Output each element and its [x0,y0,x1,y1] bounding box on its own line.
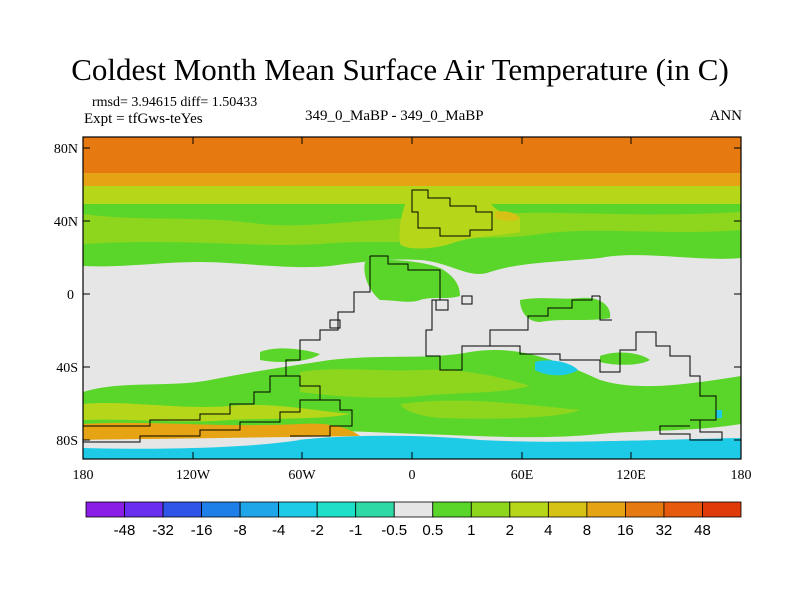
outline-island-2 [329,319,341,329]
field-north-orange-patch [495,211,520,221]
field-cyan-dot [716,410,722,418]
outline-south-west [83,375,321,443]
colorbar-label: -2 [311,522,324,539]
lat-label-40n: 40N [54,215,78,230]
outline-east-continent [480,331,717,421]
comparison-label: 349_0_MaBP - 349_0_MaBP [305,108,484,124]
outline-north-continent [411,189,493,237]
colorbar-swatch [355,501,395,518]
colorbar-swatch [470,501,511,518]
lat-label-80n: 80N [54,142,78,157]
lat-label-40s: 40S [56,361,78,376]
colorbar-swatch [663,501,703,518]
colorbar-label: 32 [656,522,673,539]
colorbar-swatch [162,501,202,518]
colorbar-swatch [586,501,626,518]
colorbar-label: 48 [694,522,711,539]
field-south-lightgreen [300,369,530,398]
colorbar-swatch [85,501,125,518]
field-south-lightgreen-2 [400,400,580,419]
colorbar-label: -48 [114,522,136,539]
field-antarctic-cyan [83,435,741,459]
colorbar-swatch [239,501,280,518]
continent-outlines [83,189,723,443]
colorbar-label: 0.5 [422,522,443,539]
outline-central-coast [370,255,600,371]
colorbar-swatch [702,501,742,518]
stats-text: rmsd= 3.94615 diff= 1.50433 [92,95,258,110]
plot-title: Coldest Month Mean Surface Air Temperatu… [71,52,729,87]
colorbar-swatch [625,501,665,518]
colorbar-label: -4 [272,522,285,539]
field-south-green-2 [600,352,650,365]
lon-label-120w: 120W [176,468,211,483]
colorbar-label: 2 [506,522,514,539]
colorbar-swatch [278,501,318,518]
colorbar-label: 16 [617,522,634,539]
lat-ticks [83,147,741,441]
outline-island-1 [435,299,449,311]
field-south-yellow [83,403,350,422]
colorbar-swatch [432,501,472,518]
map-field [83,137,741,459]
colorbar-swatch [201,501,241,518]
colorbar-label: 8 [583,522,591,539]
field-north-yellow [399,188,520,249]
lon-label-0: 0 [409,468,416,483]
outline-south-mid [290,399,353,437]
field-tropic-green-2 [520,297,611,322]
colorbar-label: 4 [544,522,552,539]
lat-label-0: 0 [67,288,74,303]
colorbar-label: -0.5 [381,522,407,539]
outline-south-east [659,419,723,441]
lon-label-120e: 120E [616,468,646,483]
colorbar-label: -32 [152,522,174,539]
outline-east-coast-1 [599,296,612,321]
colorbar-label: -8 [233,522,246,539]
colorbar-swatch [509,501,549,518]
lon-ticks [192,137,632,459]
field-cyan-patch [535,360,578,376]
colorbar-swatch [547,501,588,518]
colorbar-label: -16 [191,522,213,539]
field-orange-band [83,173,741,187]
colorbar-swatch [124,501,164,518]
colorbar-label: 1 [467,522,475,539]
colorbar-swatch [316,501,357,518]
lon-label-180w: 180 [73,468,94,483]
lon-label-60e: 60E [511,468,534,483]
colorbar-swatch [393,501,434,518]
colorbar-label: -1 [349,522,362,539]
colorbar: -48 -32 -16 -8 -4 -2 -1 -0.5 0.5 1 2 4 8 16 32 48 [85,501,742,539]
field-south-green-1 [260,348,320,362]
outline-island-3 [461,295,473,305]
lat-label-80s: 80S [56,434,78,449]
lon-label-60w: 60W [288,468,316,483]
season-label: ANN [709,108,743,124]
experiment-label: Expt = tfGws-teYes [84,111,203,127]
lon-label-180e: 180 [731,468,752,483]
